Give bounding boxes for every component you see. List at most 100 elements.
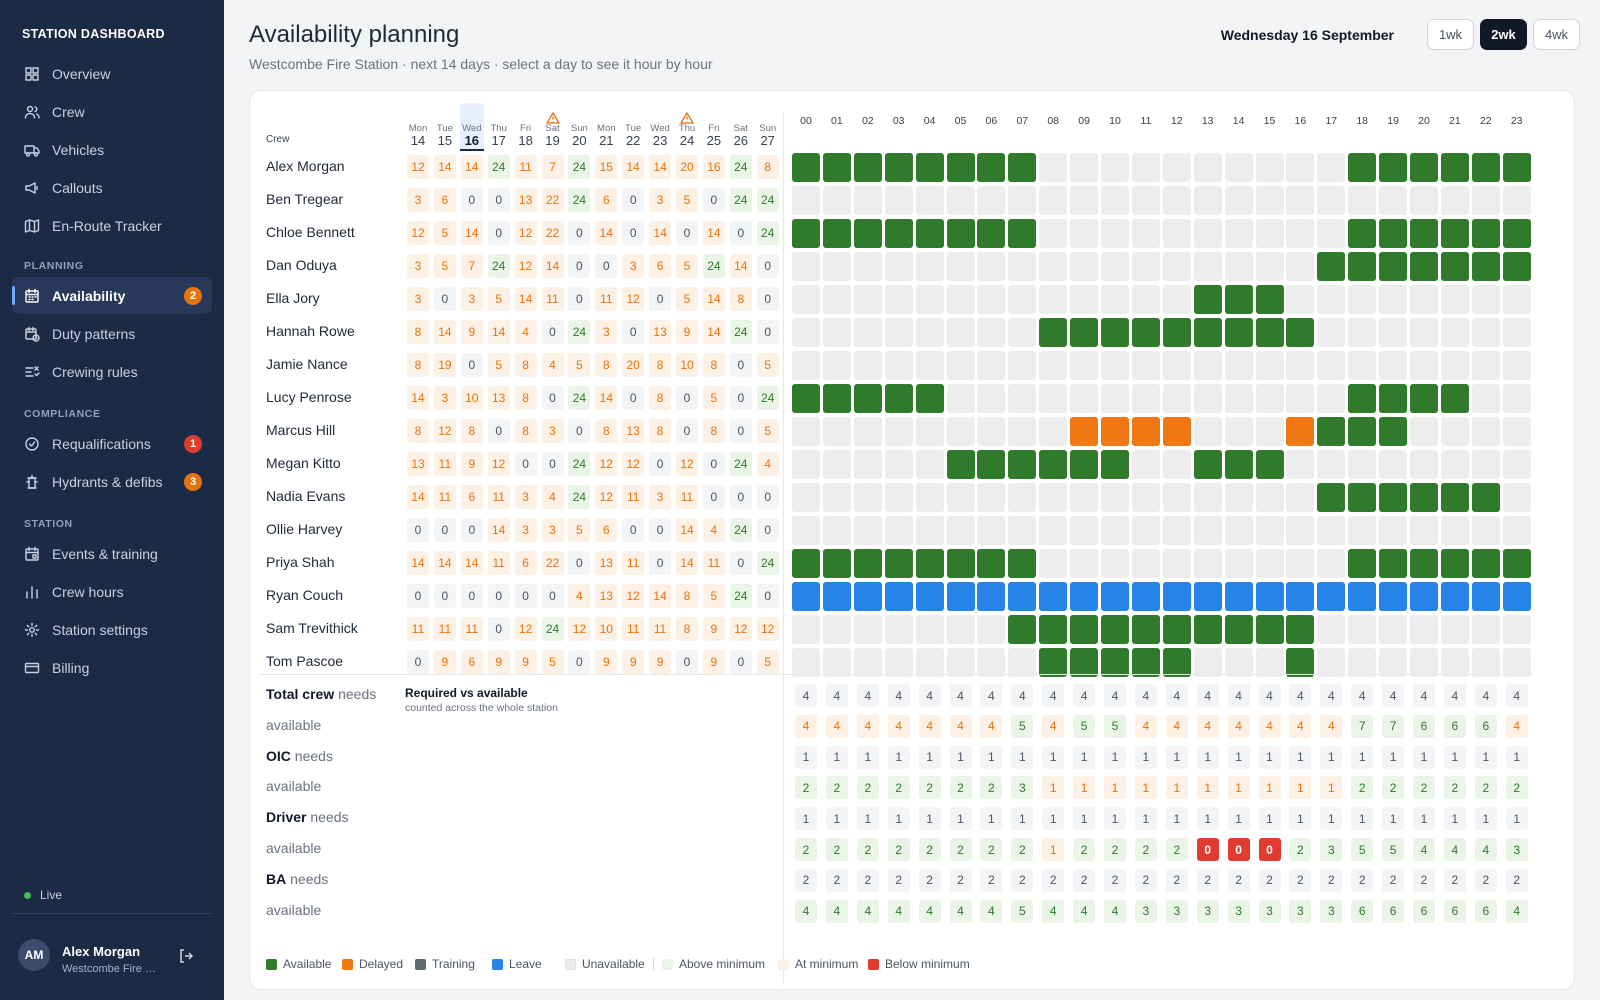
day-hours-count[interactable]: 11 [676,485,698,509]
hour-cell-leave[interactable] [884,582,913,611]
day-hours-count[interactable]: 24 [729,584,752,608]
day-hours-count[interactable]: 5 [433,254,456,278]
day-hours-count[interactable]: 11 [407,617,429,641]
day-hours-count[interactable]: 7 [541,155,564,179]
day-hours-count[interactable]: 14 [487,518,510,542]
hour-cell-unavailable[interactable] [1070,351,1099,380]
hour-cell-available[interactable] [946,450,975,479]
hour-cell-unavailable[interactable] [1255,417,1284,446]
hour-cell-unavailable[interactable] [1286,219,1315,248]
day-hours-count[interactable]: 0 [541,320,564,344]
hour-cell-unavailable[interactable] [792,252,820,281]
day-hours-count[interactable]: 14 [433,320,456,344]
day-hours-count[interactable]: 5 [702,584,725,608]
hour-cell-unavailable[interactable] [1255,252,1284,281]
day-hours-count[interactable]: 0 [676,650,698,674]
hour-cell-available[interactable] [1286,648,1315,677]
day-hours-count[interactable]: 0 [568,551,591,575]
day-hours-count[interactable]: 5 [676,254,698,278]
day-hours-count[interactable]: 8 [702,419,725,443]
hour-cell-unavailable[interactable] [1317,648,1346,677]
hour-cell-unavailable[interactable] [915,648,944,677]
day-hours-count[interactable]: 14 [460,221,483,245]
hour-cell-unavailable[interactable] [1162,285,1191,314]
hour-cell-available[interactable] [1440,549,1469,578]
day-hours-count[interactable]: 12 [729,617,752,641]
hour-cell-available[interactable] [1471,219,1500,248]
day-hours-count[interactable]: 0 [729,419,752,443]
hour-cell-available[interactable] [1440,153,1469,182]
hour-cell-leave[interactable] [792,582,820,611]
hour-cell-available[interactable] [1348,153,1377,182]
hour-cell-available[interactable] [1502,549,1531,578]
crew-name[interactable]: Tom Pascoe [266,653,344,669]
hour-cell-delayed[interactable] [1162,417,1191,446]
day-hours-count[interactable]: 14 [595,386,618,410]
hour-cell-available[interactable] [946,153,975,182]
hour-cell-unavailable[interactable] [1286,549,1315,578]
day-hours-count[interactable]: 5 [487,353,510,377]
hour-cell-unavailable[interactable] [1008,285,1037,314]
hour-cell-available[interactable] [1070,648,1099,677]
hour-cell-available[interactable] [1193,615,1222,644]
sidebar-item-vehicles[interactable]: Vehicles [12,131,212,168]
day-hours-count[interactable]: 9 [622,650,645,674]
hour-cell-available[interactable] [1070,318,1099,347]
hour-cell-unavailable[interactable] [1224,219,1253,248]
hour-cell-leave[interactable] [1502,582,1531,611]
hour-cell-unavailable[interactable] [1255,483,1284,512]
hour-cell-unavailable[interactable] [1039,384,1068,413]
hour-cell-unavailable[interactable] [1039,516,1068,545]
sidebar-item-crew-hours[interactable]: Crew hours [12,573,212,610]
crew-name[interactable]: Ollie Harvey [266,521,343,537]
day-hours-count[interactable]: 12 [407,155,429,179]
hour-cell-unavailable[interactable] [915,285,944,314]
hour-cell-available[interactable] [946,549,975,578]
day-hours-count[interactable]: 8 [595,419,618,443]
day-hours-count[interactable]: 11 [595,287,618,311]
day-hours-count[interactable]: 6 [649,254,672,278]
hour-cell-unavailable[interactable] [1255,549,1284,578]
hour-cell-unavailable[interactable] [1286,285,1315,314]
day-hours-count[interactable]: 24 [568,485,591,509]
hour-cell-unavailable[interactable] [1193,549,1222,578]
day-hours-count[interactable]: 0 [568,287,591,311]
hour-cell-unavailable[interactable] [822,252,851,281]
hour-cell-unavailable[interactable] [792,615,820,644]
hour-cell-unavailable[interactable] [1471,450,1500,479]
hour-cell-available[interactable] [1286,318,1315,347]
day-header-fri-18[interactable]: Fri 18 [514,103,538,151]
day-hours-count[interactable]: 10 [676,353,698,377]
hour-cell-unavailable[interactable] [915,417,944,446]
hour-cell-unavailable[interactable] [946,615,975,644]
day-header-wed-16[interactable]: Wed 16 [459,103,484,151]
day-hours-count[interactable]: 3 [514,485,537,509]
day-hours-count[interactable]: 13 [649,320,672,344]
hour-cell-available[interactable] [1348,219,1377,248]
day-hours-count[interactable]: 24 [756,551,779,575]
hour-cell-unavailable[interactable] [1039,219,1068,248]
day-header-tue-15[interactable]: Tue 15 [433,103,457,151]
hour-cell-available[interactable] [1255,450,1284,479]
day-hours-count[interactable]: 0 [676,419,698,443]
day-hours-count[interactable]: 3 [649,188,672,212]
hour-cell-unavailable[interactable] [1379,285,1408,314]
day-hours-count[interactable]: 0 [460,188,483,212]
hour-cell-unavailable[interactable] [1255,219,1284,248]
day-hours-count[interactable]: 12 [433,419,456,443]
hour-cell-unavailable[interactable] [792,417,820,446]
hour-cell-unavailable[interactable] [822,615,851,644]
hour-cell-unavailable[interactable] [1131,516,1160,545]
hour-cell-unavailable[interactable] [1255,384,1284,413]
day-hours-count[interactable]: 11 [541,287,564,311]
hour-cell-unavailable[interactable] [1008,351,1037,380]
hour-cell-unavailable[interactable] [1039,417,1068,446]
hour-cell-available[interactable] [1410,219,1438,248]
hour-cell-unavailable[interactable] [853,318,882,347]
hour-cell-unavailable[interactable] [1502,417,1531,446]
hour-cell-unavailable[interactable] [977,483,1006,512]
hour-cell-unavailable[interactable] [915,516,944,545]
hour-cell-unavailable[interactable] [1070,252,1099,281]
hour-cell-unavailable[interactable] [1162,351,1191,380]
hour-cell-available[interactable] [1410,384,1438,413]
